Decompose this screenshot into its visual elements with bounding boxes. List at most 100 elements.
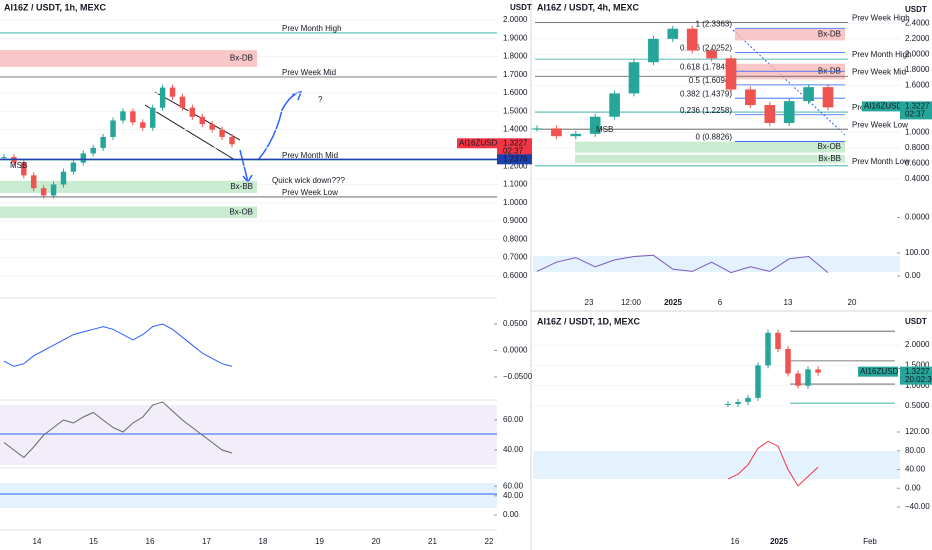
candle: [120, 111, 126, 121]
countdown-label: 20:02:37: [905, 375, 932, 384]
candle: [589, 116, 601, 134]
price-tick-label: 1.2000: [503, 161, 528, 170]
price-tick-label: 2.0000: [503, 15, 528, 24]
level-label: Prev Month High: [852, 50, 912, 59]
marker-tag: [497, 154, 532, 165]
msb-label: MSB: [10, 161, 27, 170]
price-tick-label: 1.5000: [905, 360, 930, 369]
candle: [764, 105, 776, 123]
indicator-tick-label: 40.00: [503, 445, 524, 454]
candle: [815, 369, 821, 373]
indicator-tick-label: 0.0000: [503, 346, 528, 355]
indicator-tick-label: 40.00: [905, 465, 926, 474]
candle: [100, 136, 106, 148]
candle: [570, 133, 582, 137]
candle: [21, 162, 27, 176]
price-tick-label: 1.8000: [503, 52, 528, 61]
channel-line: [144, 104, 236, 161]
candle: [775, 332, 781, 350]
panel-title: AI16Z / USDT, 1h, MEXC: [4, 2, 107, 12]
candle: [169, 87, 176, 97]
annotation: Quick wick down???: [272, 176, 345, 185]
candle: [745, 89, 756, 106]
candle: [149, 107, 156, 128]
indicator-tick-label: 0.00: [503, 510, 519, 519]
price-tick-label: 2.0000: [905, 340, 930, 349]
fib-label: 1 (2.3363): [696, 19, 733, 28]
candle: [822, 87, 834, 108]
level-label: Prev Month Mid: [282, 151, 338, 160]
zone-label: Bx-BB: [230, 182, 253, 191]
countdown-label: 02:37: [905, 109, 926, 118]
question-mark: ?: [318, 95, 323, 104]
candle: [785, 349, 791, 374]
level-label: Prev Week High: [852, 14, 910, 23]
candle: [725, 58, 737, 90]
level-label: Prev Week Low: [282, 188, 338, 197]
zone-label: Bx-OB: [229, 207, 253, 216]
zone: [0, 180, 257, 193]
time-label: 18: [259, 537, 268, 546]
candle: [783, 101, 795, 123]
candle: [199, 116, 205, 125]
candle: [31, 175, 37, 189]
symbol-tag-label: AI16ZUSDT: [860, 367, 903, 376]
fib-label: 0.618 (1.7845): [680, 62, 732, 71]
stoch-band: [0, 483, 497, 508]
channel-line: [154, 91, 241, 141]
time-label: 6: [718, 298, 723, 307]
panel-title: AI16Z / USDT, 4h, MEXC: [537, 2, 640, 12]
indicator-tick-label: 80.00: [905, 446, 926, 455]
candle: [1, 157, 7, 159]
candle: [609, 93, 620, 117]
level-label: Prev Month Low: [852, 157, 910, 166]
candle: [648, 38, 659, 63]
zone: [735, 28, 845, 41]
candle: [60, 171, 67, 185]
price-tag: [497, 138, 532, 157]
time-label: Feb: [863, 537, 877, 546]
candle: [755, 365, 761, 398]
candle: [159, 87, 166, 108]
price-tick-label: 0.6000: [905, 159, 930, 168]
time-label: 16: [146, 537, 155, 546]
marker-label: 1.2376: [503, 154, 528, 163]
candle: [551, 128, 562, 137]
price-tick-label: 0.7000: [503, 253, 528, 262]
fib-label: 0.5 (1.6094): [689, 76, 732, 85]
indicator-line: [3, 323, 233, 367]
osc-band: [533, 451, 900, 479]
candle: [80, 153, 87, 163]
indicator-line: [727, 440, 819, 487]
price-tick-label: 0.6000: [503, 271, 528, 280]
rsi-band: [0, 405, 497, 465]
zone: [0, 206, 257, 218]
indicator-tick-label: −40.00: [905, 502, 930, 511]
time-label: 21: [428, 537, 437, 546]
indicator-tick-label: 120.00: [905, 427, 930, 436]
time-label: 2025: [770, 537, 788, 546]
candle: [229, 136, 235, 145]
candle: [219, 129, 225, 137]
candle: [189, 107, 196, 117]
candle: [50, 184, 57, 196]
symbol-tag-label: AI16ZUSDT: [864, 101, 907, 110]
candle: [628, 62, 640, 94]
time-label: 14: [33, 537, 42, 546]
indicator-tick-label: −0.0500: [503, 372, 533, 381]
zone-label: Bx-BB: [818, 154, 841, 163]
fib-label: 0 (0.8826): [696, 133, 733, 142]
time-label: 13: [784, 298, 793, 307]
candle: [725, 403, 731, 405]
zone-label: Bx-DB: [230, 54, 253, 63]
candle: [795, 373, 801, 386]
price-tick-label: 0.9000: [503, 216, 528, 225]
price-tick-label: 1.6000: [503, 88, 528, 97]
axis-unit: USDT: [510, 3, 532, 12]
price-tick-label: 0.8000: [503, 234, 528, 243]
indicator-tick-label: 40.00: [503, 491, 524, 500]
fib-label: 0.786 (2.0252): [680, 44, 732, 53]
time-label: 20: [372, 537, 381, 546]
level-label: Prev Month High: [282, 24, 342, 33]
candle: [70, 162, 77, 172]
